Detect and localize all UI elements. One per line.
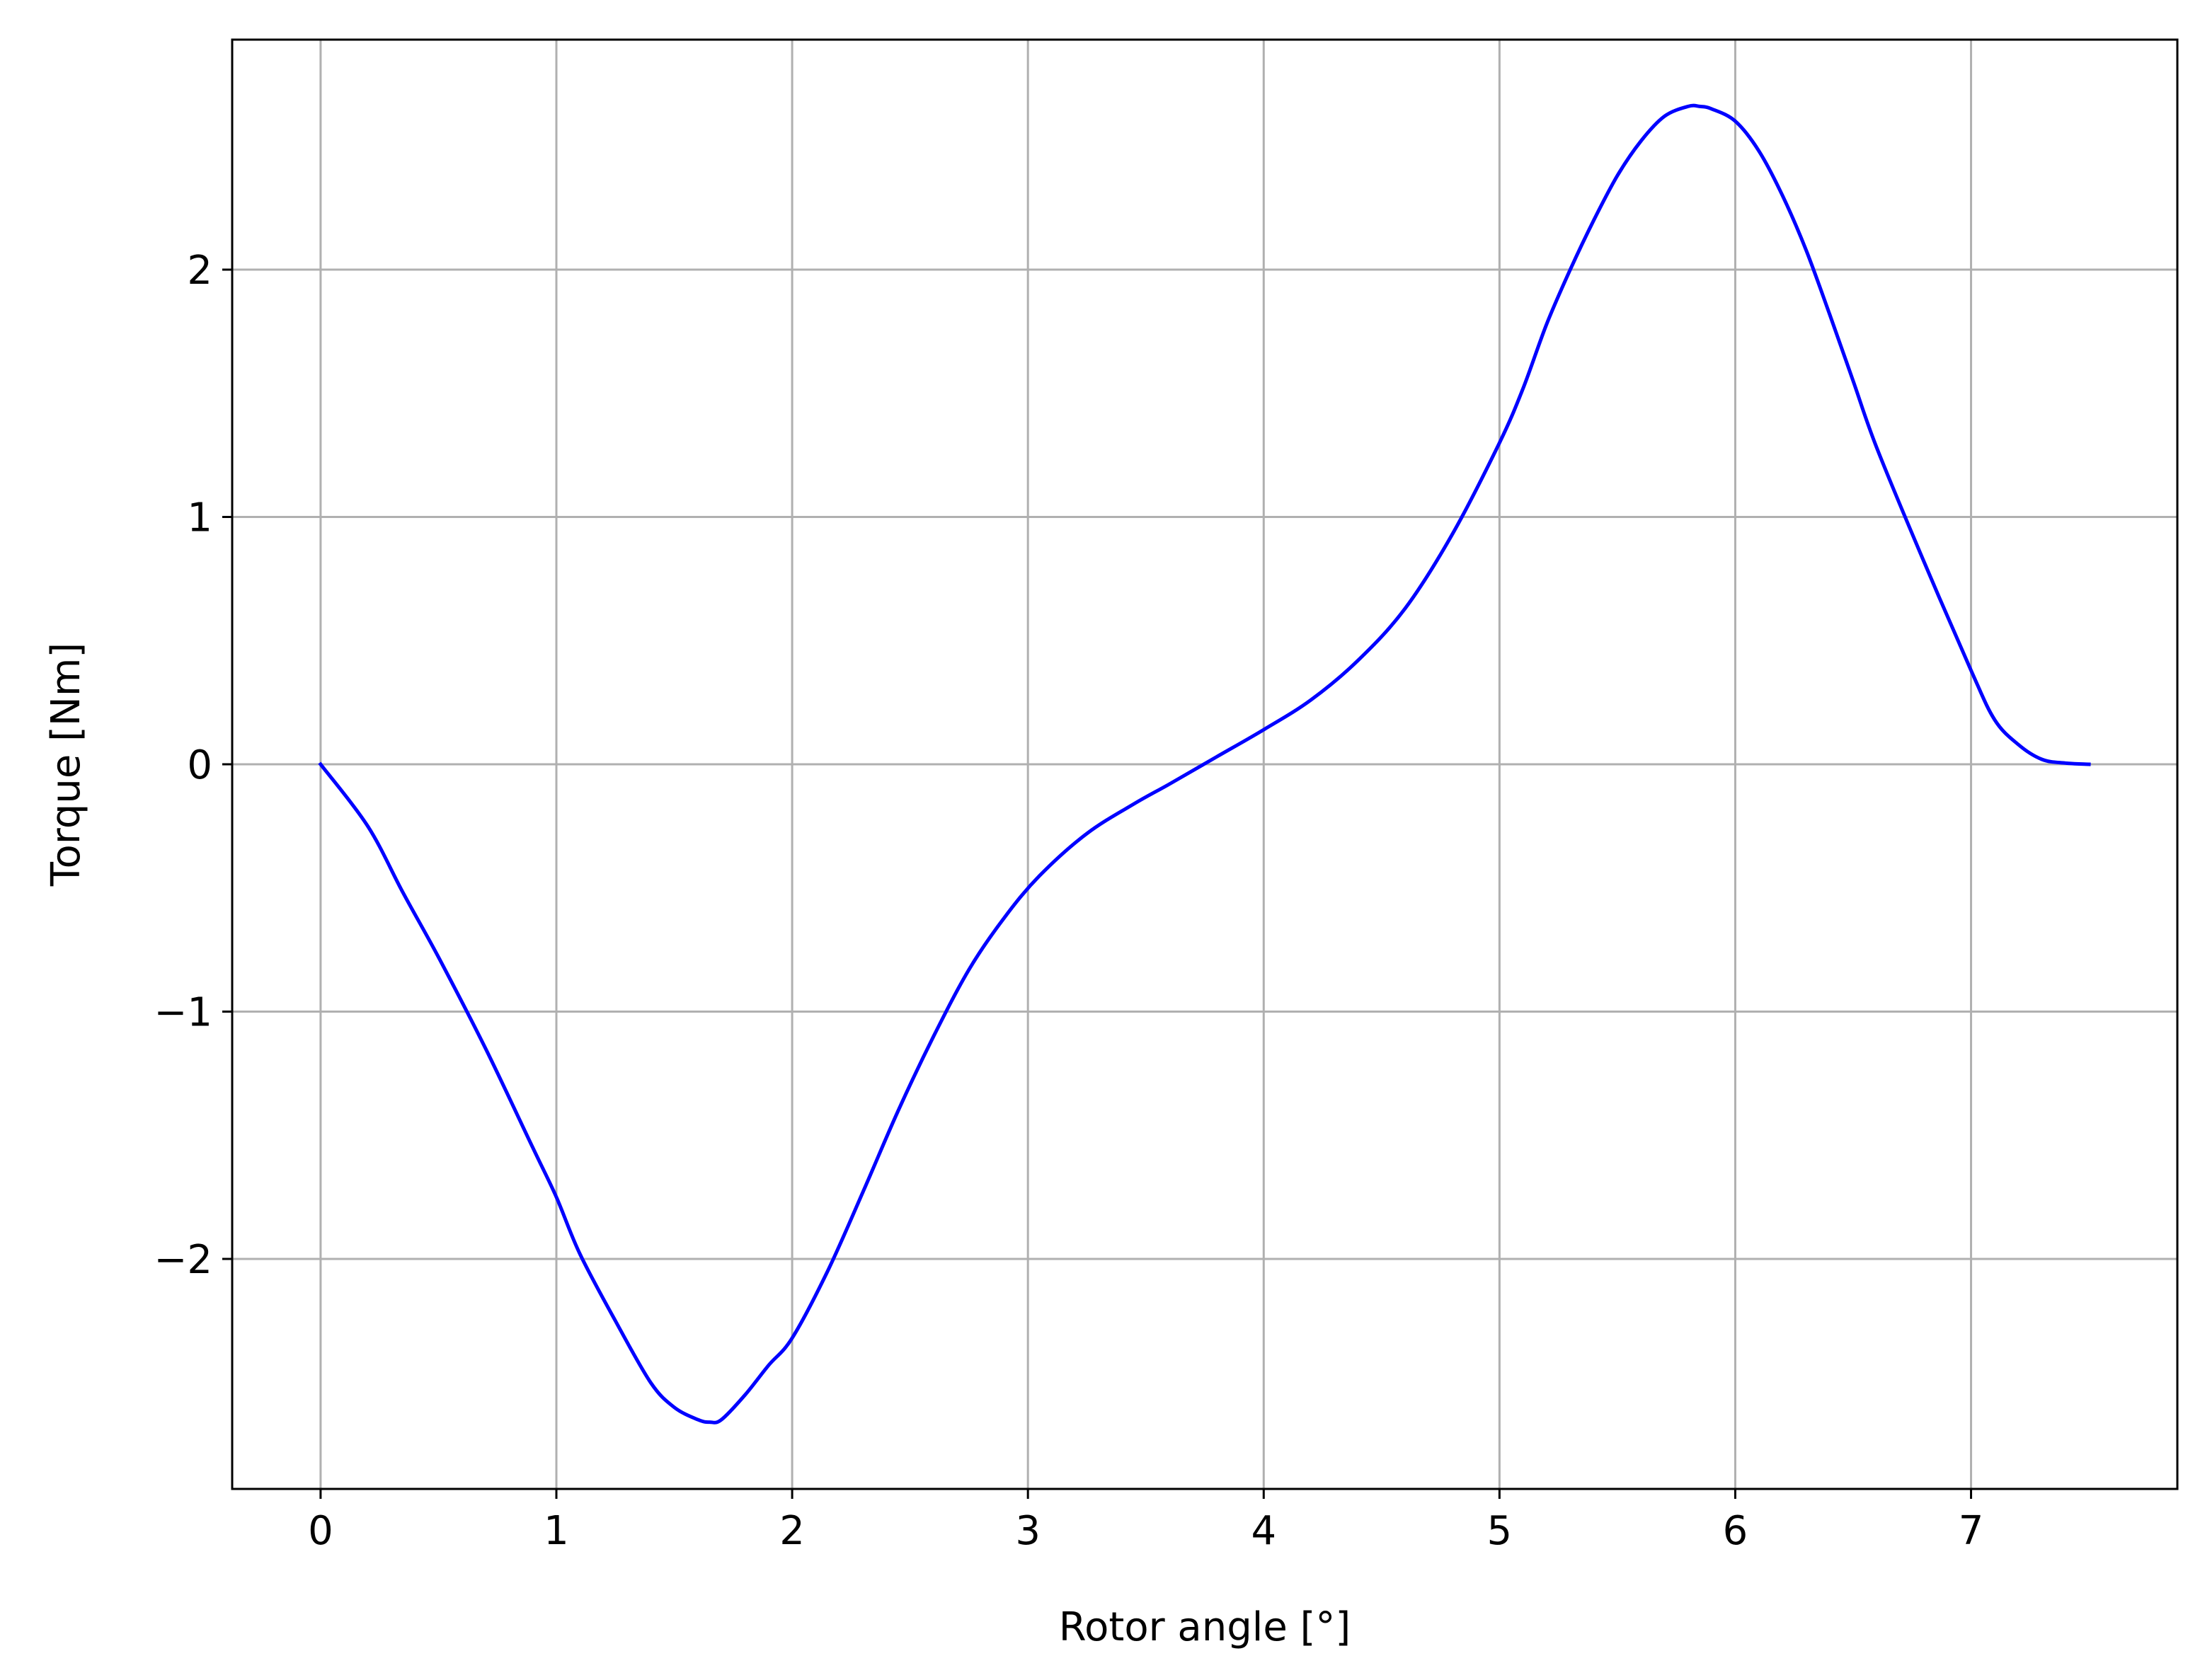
ticks: 0 1 2 3 4 5 6 7 −2 −1 0 1 2 [154,248,1983,1554]
y-axis-label: Torque [Nm] [43,643,89,887]
x-tick-label: 6 [1723,1508,1748,1554]
grid [232,40,2177,1489]
y-tick-label: 1 [187,495,212,541]
series-line-0 [318,103,2091,1425]
x-tick-label: 7 [1959,1508,1984,1554]
x-tick-label: 1 [544,1508,569,1554]
x-tick-label: 2 [779,1508,805,1554]
series-layer [318,103,2091,1425]
x-tick-label: 5 [1487,1508,1513,1554]
y-tick-label: 0 [187,742,212,788]
x-axis-label: Rotor angle [°] [1059,1604,1351,1650]
x-tick-label: 4 [1251,1508,1276,1554]
y-tick-label: 2 [187,248,212,294]
x-tick-label: 3 [1015,1508,1041,1554]
y-tick-label: −1 [154,989,212,1035]
x-tick-label: 0 [308,1508,333,1554]
y-tick-label: −2 [154,1237,212,1283]
